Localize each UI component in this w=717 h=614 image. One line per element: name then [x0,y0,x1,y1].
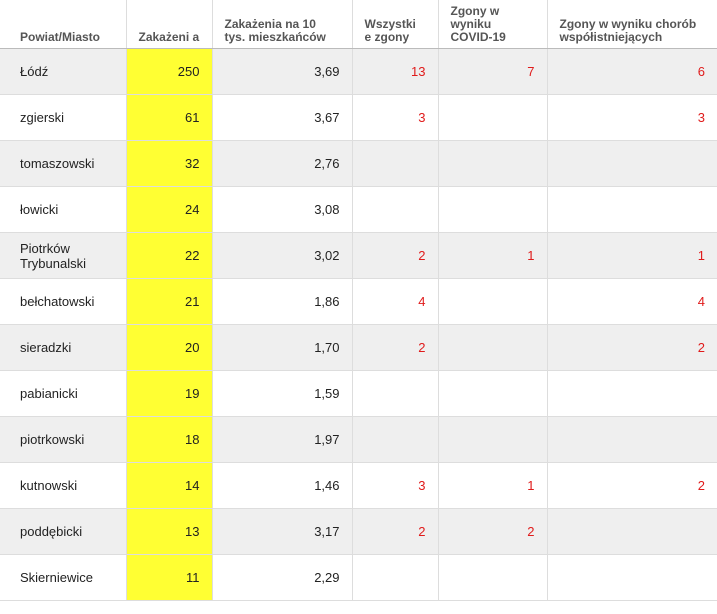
infected-cell: 24 [125,186,212,233]
table-body: Łódź 250 3,69 13 7 6 zgierski 61 3,67 3 … [0,48,717,601]
comorbid-deaths-cell [546,140,717,187]
covid-deaths-cell [437,140,547,187]
table-row: bełchatowski 21 1,86 4 4 [0,278,717,325]
rate-cell: 1,86 [211,278,352,325]
rate-cell: 3,02 [211,232,352,279]
infected-cell: 19 [125,370,212,417]
column-header-infected[interactable]: Zakażeni a [125,0,212,49]
table-row: kutnowski 14 1,46 3 1 2 [0,462,717,509]
all-deaths-cell: 4 [351,278,438,325]
column-header-rate[interactable]: Zakażenia na 10 tys. mieszkańców [211,0,352,49]
infected-cell: 18 [125,416,212,463]
district-cell: tomaszowski [0,140,126,187]
covid-deaths-cell [437,186,547,233]
district-cell: pabianicki [0,370,126,417]
infected-cell: 14 [125,462,212,509]
rate-cell: 2,29 [211,554,352,601]
column-header-all-deaths[interactable]: Wszystki e zgony [351,0,438,49]
infected-cell: 20 [125,324,212,371]
covid-deaths-cell [437,94,547,141]
infected-cell: 11 [125,554,212,601]
comorbid-deaths-cell: 2 [546,462,717,509]
district-cell: kutnowski [0,462,126,509]
rate-cell: 2,76 [211,140,352,187]
all-deaths-cell [351,370,438,417]
all-deaths-cell [351,140,438,187]
covid-deaths-cell: 7 [437,48,547,95]
table-row: piotrkowski 18 1,97 [0,416,717,463]
all-deaths-cell [351,186,438,233]
column-header-district[interactable]: Powiat/Miasto [0,0,126,49]
header-row: Powiat/Miasto Zakażeni a Zakażenia na 10… [0,0,717,49]
comorbid-deaths-cell: 6 [546,48,717,95]
all-deaths-cell: 2 [351,232,438,279]
all-deaths-cell: 3 [351,94,438,141]
comorbid-deaths-cell [546,370,717,417]
comorbid-deaths-cell: 2 [546,324,717,371]
table-row: Piotrków Trybunalski 22 3,02 2 1 1 [0,232,717,279]
district-cell: bełchatowski [0,278,126,325]
table-row: pabianicki 19 1,59 [0,370,717,417]
table-row: Łódź 250 3,69 13 7 6 [0,48,717,95]
covid-deaths-cell: 1 [437,232,547,279]
district-cell: Piotrków Trybunalski [0,232,126,279]
covid-stats-table: Powiat/Miasto Zakażeni a Zakażenia na 10… [0,0,717,601]
infected-cell: 13 [125,508,212,555]
all-deaths-cell: 3 [351,462,438,509]
covid-deaths-cell [437,324,547,371]
all-deaths-cell: 2 [351,508,438,555]
table-header: Powiat/Miasto Zakażeni a Zakażenia na 10… [0,0,717,49]
covid-deaths-cell [437,554,547,601]
comorbid-deaths-cell: 3 [546,94,717,141]
covid-deaths-cell: 1 [437,462,547,509]
district-cell: łowicki [0,186,126,233]
infected-cell: 250 [125,48,212,95]
infected-cell: 61 [125,94,212,141]
district-cell: Skierniewice [0,554,126,601]
table-row: poddębicki 13 3,17 2 2 [0,508,717,555]
rate-cell: 1,97 [211,416,352,463]
rate-cell: 3,17 [211,508,352,555]
all-deaths-cell [351,554,438,601]
covid-deaths-cell: 2 [437,508,547,555]
infected-cell: 32 [125,140,212,187]
infected-cell: 22 [125,232,212,279]
rate-cell: 1,59 [211,370,352,417]
table-row: łowicki 24 3,08 [0,186,717,233]
rate-cell: 1,46 [211,462,352,509]
district-cell: poddębicki [0,508,126,555]
comorbid-deaths-cell: 4 [546,278,717,325]
all-deaths-cell [351,416,438,463]
column-header-comorbid-deaths[interactable]: Zgony w wyniku chorób współistniejących [546,0,717,49]
covid-deaths-cell [437,370,547,417]
covid-deaths-cell [437,278,547,325]
district-cell: zgierski [0,94,126,141]
column-header-covid-deaths[interactable]: Zgony w wyniku COVID-19 [437,0,547,49]
district-cell: sieradzki [0,324,126,371]
comorbid-deaths-cell [546,416,717,463]
rate-cell: 3,67 [211,94,352,141]
rate-cell: 1,70 [211,324,352,371]
all-deaths-cell: 2 [351,324,438,371]
comorbid-deaths-cell: 1 [546,232,717,279]
rate-cell: 3,08 [211,186,352,233]
comorbid-deaths-cell [546,508,717,555]
rate-cell: 3,69 [211,48,352,95]
covid-deaths-cell [437,416,547,463]
infected-cell: 21 [125,278,212,325]
comorbid-deaths-cell [546,554,717,601]
comorbid-deaths-cell [546,186,717,233]
table-row: Skierniewice 11 2,29 [0,554,717,601]
district-cell: Łódź [0,48,126,95]
district-cell: piotrkowski [0,416,126,463]
table-row: sieradzki 20 1,70 2 2 [0,324,717,371]
table-row: tomaszowski 32 2,76 [0,140,717,187]
table-row: zgierski 61 3,67 3 3 [0,94,717,141]
all-deaths-cell: 13 [351,48,438,95]
